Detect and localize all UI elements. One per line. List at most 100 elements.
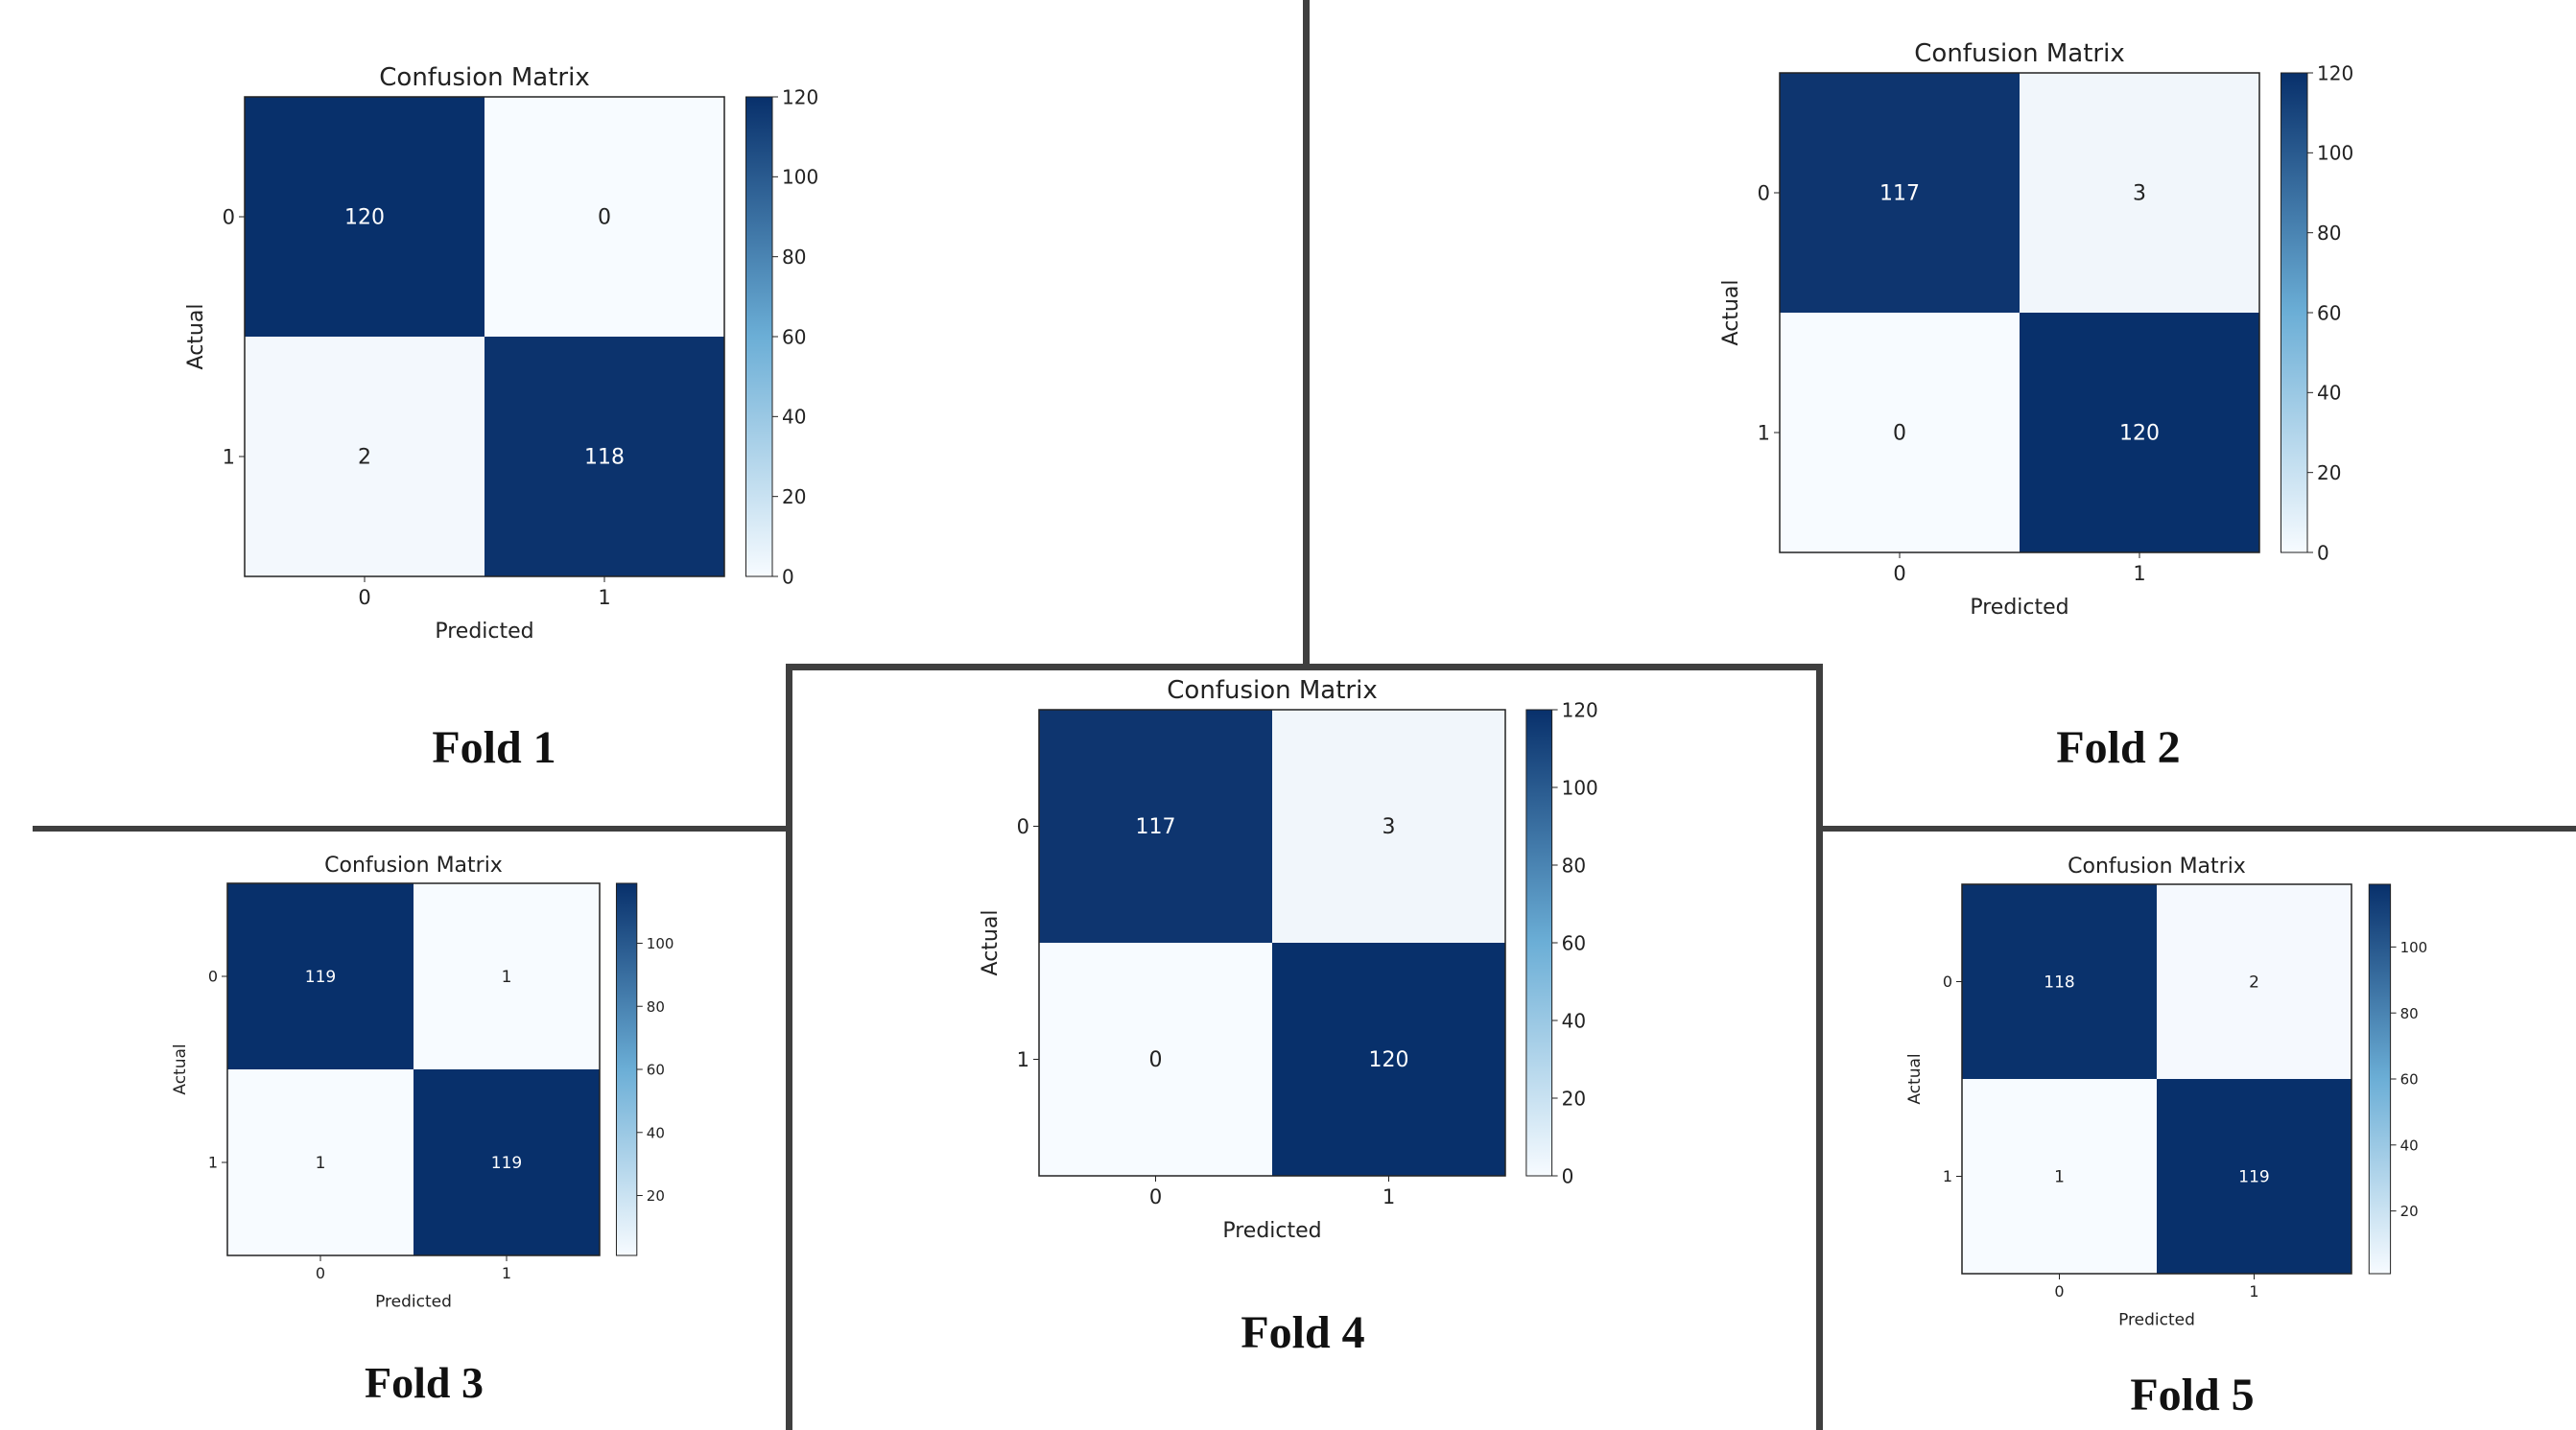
cell-value-label: 117 bbox=[1879, 182, 1920, 206]
cell-value-label: 118 bbox=[584, 446, 625, 470]
y-tick-label: 1 bbox=[223, 445, 235, 468]
cell-value-label: 119 bbox=[305, 968, 336, 987]
y-tick-label: 1 bbox=[208, 1154, 218, 1172]
colorbar-tick-label: 0 bbox=[2317, 541, 2329, 564]
colorbar-tick-label: 80 bbox=[1562, 854, 1586, 877]
x-axis-label: Predicted bbox=[1222, 1219, 1321, 1243]
matrix-cell-r1-c0 bbox=[1962, 1079, 2157, 1274]
plot-frame bbox=[1961, 883, 2352, 1275]
colorbar-tick-label: 120 bbox=[1562, 698, 1598, 721]
y-tick-label: 0 bbox=[208, 968, 218, 986]
x-axis-label: Predicted bbox=[375, 1293, 452, 1312]
matrix-cell-r1-c0 bbox=[227, 1069, 414, 1255]
colorbar: 0 20 40 60 80 100 120 bbox=[745, 85, 818, 588]
cell-value-label: 3 bbox=[2133, 182, 2146, 206]
colorbar-tick-label: 100 bbox=[782, 166, 818, 189]
colorbar-tick-label: 60 bbox=[647, 1062, 665, 1079]
matrix-cell-r1-c1 bbox=[2020, 313, 2259, 552]
colorbar-tick-label: 20 bbox=[2400, 1203, 2419, 1220]
colorbar-tick-label: 40 bbox=[2400, 1137, 2419, 1154]
colorbar-tick-label: 0 bbox=[782, 565, 794, 588]
cell-value-label: 1 bbox=[502, 968, 512, 987]
cell-value-label: 0 bbox=[1893, 422, 1906, 446]
fold-label-4: Fold 4 bbox=[1241, 1307, 1365, 1358]
fold-label-3: Fold 3 bbox=[365, 1358, 484, 1407]
colorbar-tick-label: 120 bbox=[782, 85, 818, 108]
x-tick-label: 1 bbox=[598, 586, 610, 609]
colorbar-tick-label: 40 bbox=[782, 406, 806, 429]
cell-value-label: 2 bbox=[358, 446, 371, 470]
cell-value-label: 117 bbox=[1136, 815, 1176, 839]
chart-title: Confusion Matrix bbox=[2068, 855, 2246, 879]
colorbar-tick-label: 60 bbox=[2400, 1071, 2419, 1089]
cell-value-label: 3 bbox=[1383, 815, 1396, 839]
x-axis-label: Predicted bbox=[1970, 596, 2068, 620]
y-tick-label: 0 bbox=[223, 205, 235, 228]
fold-label-2: Fold 2 bbox=[2056, 722, 2181, 773]
matrix-cell-r1-c1 bbox=[414, 1069, 600, 1255]
colorbar-tick-label: 80 bbox=[2400, 1005, 2419, 1022]
matrix-cell-r1-c0 bbox=[1780, 313, 2020, 552]
cell-value-label: 1 bbox=[316, 1154, 326, 1173]
matrix-cell-r0-c0 bbox=[1780, 73, 2020, 313]
colorbar-tick-label: 60 bbox=[782, 325, 806, 348]
x-tick-label: 0 bbox=[1893, 562, 1905, 585]
y-tick-label: 1 bbox=[1758, 421, 1770, 444]
matrix-cell-r0-c1 bbox=[2020, 73, 2259, 313]
colorbar-tick-label: 100 bbox=[2317, 142, 2353, 165]
colorbar-tick-label: 40 bbox=[1562, 1009, 1586, 1032]
cell-value-label: 0 bbox=[1149, 1048, 1163, 1072]
cell-value-label: 120 bbox=[344, 206, 385, 230]
y-tick-label: 0 bbox=[1758, 181, 1770, 204]
colorbar-tick-label: 100 bbox=[2400, 939, 2428, 956]
matrix-cell-r1-c1 bbox=[484, 337, 724, 576]
colorbar: 20 40 60 80 100 bbox=[615, 882, 674, 1256]
chart-title: Confusion Matrix bbox=[324, 854, 503, 878]
cell-value-label: 2 bbox=[2249, 973, 2259, 992]
colorbar: 0 20 40 60 80 100 120 bbox=[2281, 61, 2353, 564]
fold-label-5: Fold 5 bbox=[2130, 1370, 2255, 1420]
matrix-cell-r0-c1 bbox=[1272, 710, 1505, 943]
colorbar-gradient bbox=[615, 882, 638, 1256]
cell-value-label: 0 bbox=[598, 206, 611, 230]
y-axis-label: Actual bbox=[1719, 280, 1743, 346]
colorbar-tick-label: 80 bbox=[2317, 222, 2341, 245]
x-tick-label: 0 bbox=[1149, 1185, 1162, 1208]
confusion-matrix-fold-1: Confusion Matrix 120 0 2 118 0 1 0 1 Actual Pre… bbox=[184, 63, 818, 644]
colorbar-tick-label: 20 bbox=[1562, 1087, 1586, 1110]
divider-horizontal-right bbox=[1817, 826, 2576, 832]
colorbar-tick-label: 80 bbox=[647, 998, 665, 1016]
x-tick-label: 1 bbox=[2133, 562, 2145, 585]
confusion-matrix-fold-2: Confusion Matrix 117 3 0 120 0 1 0 1 Actual Pre… bbox=[1719, 39, 2353, 620]
y-axis-label: Actual bbox=[171, 1043, 190, 1094]
cell-value-label: 119 bbox=[2238, 1167, 2269, 1186]
matrix-cell-r0-c0 bbox=[1962, 884, 2157, 1079]
matrix-cell-r1-c0 bbox=[1039, 943, 1272, 1176]
cell-value-label: 118 bbox=[2044, 973, 2074, 992]
matrix-cell-r0-c0 bbox=[245, 97, 484, 337]
y-axis-label: Actual bbox=[1905, 1053, 1925, 1104]
divider-vertical-top bbox=[1303, 0, 1310, 669]
colorbar-tick-label: 120 bbox=[2317, 61, 2353, 84]
chart-title: Confusion Matrix bbox=[1167, 676, 1377, 705]
colorbar: 0 20 40 60 80 100 120 bbox=[1525, 698, 1598, 1187]
fold4-box-right bbox=[1816, 664, 1823, 1430]
confusion-matrix-fold-3: Confusion Matrix 119 1 1 119 0 1 0 1 Actual Pre… bbox=[171, 854, 674, 1312]
x-tick-label: 0 bbox=[2054, 1282, 2064, 1301]
cell-value-label: 119 bbox=[491, 1154, 522, 1173]
cell-value-label: 120 bbox=[2119, 422, 2160, 446]
colorbar-tick-label: 20 bbox=[782, 485, 806, 508]
cell-value-label: 120 bbox=[1369, 1048, 1409, 1072]
plot-frame bbox=[226, 882, 601, 1256]
colorbar-tick-label: 20 bbox=[647, 1187, 665, 1205]
colorbar-tick-label: 100 bbox=[1562, 776, 1598, 799]
colorbar: 20 40 60 80 100 bbox=[2368, 883, 2428, 1275]
matrix-cell-r0-c1 bbox=[414, 883, 600, 1069]
x-axis-label: Predicted bbox=[435, 620, 533, 644]
matrix-cell-r0-c0 bbox=[227, 883, 414, 1069]
y-axis-label: Actual bbox=[979, 910, 1003, 976]
confusion-matrix-fold-5: Confusion Matrix 118 2 1 119 0 1 0 1 Actual Pre… bbox=[1905, 855, 2428, 1330]
x-axis-label: Predicted bbox=[2118, 1311, 2195, 1330]
matrix-cell-r0-c1 bbox=[2157, 884, 2351, 1079]
divider-horizontal-left bbox=[33, 826, 792, 832]
